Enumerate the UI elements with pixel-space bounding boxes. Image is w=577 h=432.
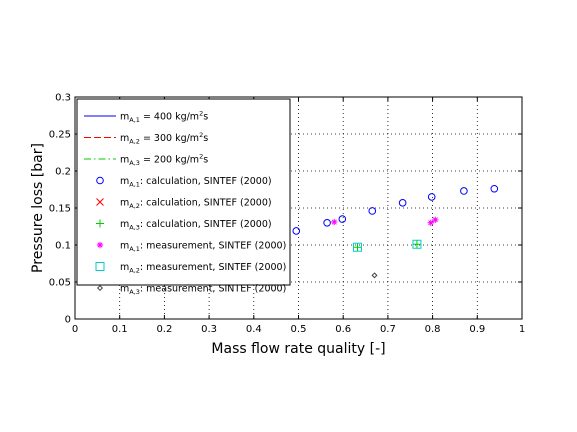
legend-label-pre: m — [120, 155, 129, 166]
y-tick-label: 0 — [65, 315, 71, 326]
legend-label-pre: m — [120, 284, 129, 295]
y-tick-label: 0.15 — [49, 204, 71, 215]
y-tick-label: 0.2 — [55, 167, 71, 178]
legend-label-sub: A,1 — [129, 116, 140, 124]
legend-label-tail: s — [203, 155, 208, 166]
x-tick-label: 0.5 — [291, 324, 307, 335]
x-tick-label: 0 — [72, 324, 78, 335]
legend-label-pre: m — [120, 241, 129, 252]
x-tick-label: 0.7 — [380, 324, 396, 335]
x-axis-label: Mass flow rate quality [-] — [211, 341, 385, 357]
legend-label: mA,1: measurement, SINTEF (2000) — [120, 241, 286, 254]
legend-label-pre: m — [120, 198, 129, 209]
legend-label-post: : measurement, SINTEF (2000) — [140, 284, 286, 295]
legend-label-tail: s — [203, 112, 208, 123]
legend-entry: mA,2: measurement, SINTEF (2000) — [96, 262, 286, 275]
legend-label-pre: m — [120, 262, 129, 273]
legend-label-post: : calculation, SINTEF (2000) — [140, 219, 272, 230]
legend-label: mA,2: measurement, SINTEF (2000) — [120, 262, 286, 275]
legend-label-post: : calculation, SINTEF (2000) — [140, 176, 272, 187]
x-tick-label: 0.9 — [469, 324, 485, 335]
x-tick-label: 0.8 — [425, 324, 441, 335]
x-tick-label: 1 — [519, 324, 525, 335]
legend-label-post: : measurement, SINTEF (2000) — [140, 241, 286, 252]
legend-box — [77, 99, 290, 285]
legend-entry: mA,3: measurement, SINTEF (2000) — [98, 284, 287, 297]
legend-label-post: = 400 kg/m — [140, 112, 199, 123]
legend-marker-star — [97, 242, 103, 248]
y-tick-label: 0.1 — [55, 241, 71, 252]
legend-label-tail: s — [203, 133, 208, 144]
legend-label-post: : calculation, SINTEF (2000) — [140, 198, 272, 209]
legend-label-post: : measurement, SINTEF (2000) — [140, 262, 286, 273]
legend-label-pre: m — [120, 133, 129, 144]
data-point-star — [432, 217, 438, 223]
legend-label-sub: A,3 — [129, 288, 140, 296]
x-tick-label: 0.3 — [201, 324, 217, 335]
legend-entry: mA,1: calculation, SINTEF (2000) — [97, 176, 272, 189]
legend-label: mA,2: calculation, SINTEF (2000) — [120, 198, 272, 211]
legend-label-sub: A,2 — [129, 138, 140, 146]
legend-label-pre: m — [120, 112, 129, 123]
legend-label: mA,1: calculation, SINTEF (2000) — [120, 176, 272, 189]
legend-label-sub: A,3 — [129, 159, 140, 167]
legend-label-post: = 200 kg/m — [140, 155, 199, 166]
legend-label-pre: m — [120, 219, 129, 230]
legend-label: mA,3: measurement, SINTEF (2000) — [120, 284, 286, 297]
x-tick-label: 0.4 — [246, 324, 262, 335]
legend-label-post: = 300 kg/m — [140, 133, 199, 144]
legend-label-sub: A,2 — [129, 202, 140, 210]
y-tick-label: 0.3 — [55, 93, 71, 104]
x-tick-label: 0.2 — [156, 324, 172, 335]
legend-entry: mA,3: calculation, SINTEF (2000) — [96, 219, 272, 232]
legend-label-sub: A,3 — [129, 224, 140, 232]
legend-label-sub: A,2 — [129, 267, 140, 275]
x-tick-label: 0.1 — [112, 324, 128, 335]
legend-label-pre: m — [120, 176, 129, 187]
y-tick-label: 0.05 — [49, 278, 71, 289]
legend-label-sub: A,1 — [129, 245, 140, 253]
y-axis-label: Pressure loss [bar] — [30, 143, 46, 273]
x-tick-label: 0.6 — [335, 324, 351, 335]
legend-label: mA,3: calculation, SINTEF (2000) — [120, 219, 272, 232]
legend-entry: mA,2: calculation, SINTEF (2000) — [97, 198, 272, 211]
legend-label-sub: A,1 — [129, 181, 140, 189]
y-tick-label: 0.25 — [49, 130, 71, 141]
data-point-star — [331, 219, 337, 225]
legend-entry: mA,1: measurement, SINTEF (2000) — [97, 241, 286, 254]
